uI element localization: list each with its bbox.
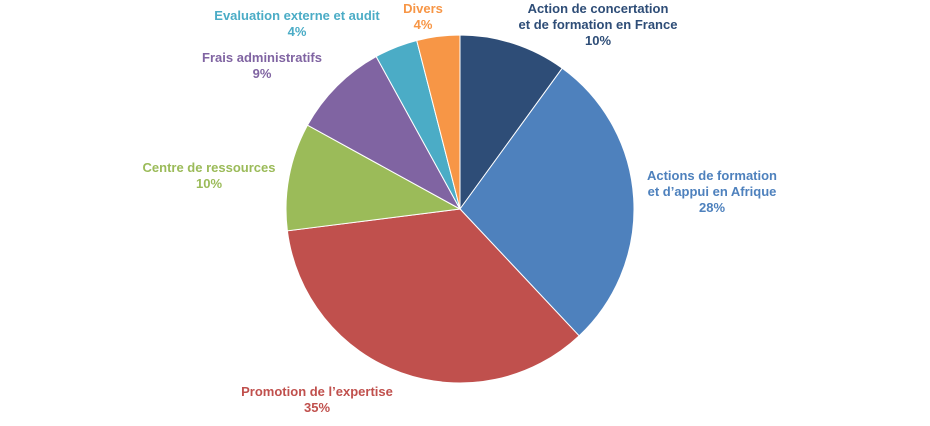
slice-category-label: Actions de formation [647, 168, 777, 183]
slice-category-label: et d’appui en Afrique [648, 184, 777, 199]
pie-slice-7 [416, 34, 461, 210]
slice-value-label: 10% [196, 176, 222, 191]
pie-slice-5 [306, 55, 462, 211]
slice-category-label: Divers [403, 1, 443, 16]
slice-category-label: Frais administratifs [202, 50, 322, 65]
slice-value-label: 4% [414, 17, 433, 32]
pie-slice-3 [286, 208, 580, 384]
pie-slice-4 [285, 124, 462, 232]
slice-category-label: Action de concertation [528, 1, 669, 16]
slice-value-label: 28% [699, 200, 725, 215]
slice-category-label: Evaluation externe et audit [214, 8, 380, 23]
slice-value-label: 35% [304, 400, 330, 415]
slice-category-label: Centre de ressources [143, 160, 276, 175]
pie-slices [285, 34, 635, 384]
slice-value-label: 10% [585, 33, 611, 48]
slice-value-label: 9% [253, 66, 272, 81]
slice-category-label: et de formation en France [519, 17, 678, 32]
pie-slice-2 [459, 67, 635, 337]
pie-slice-1 [459, 34, 563, 211]
slice-category-label: Promotion de l’expertise [241, 384, 393, 399]
slice-value-label: 4% [288, 24, 307, 39]
